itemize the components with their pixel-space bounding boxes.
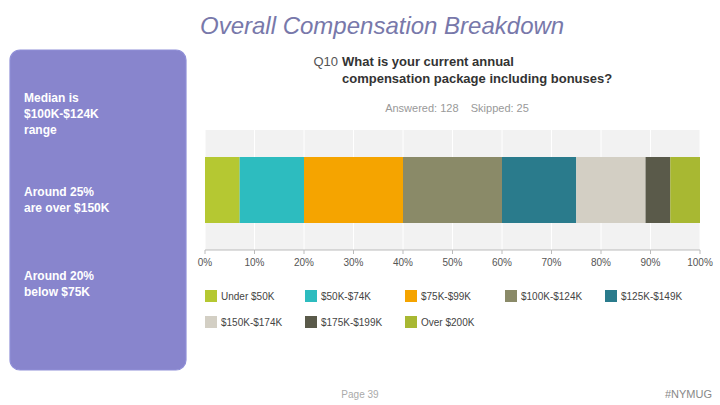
tick-label: 0%	[198, 257, 213, 268]
legend-swatch	[205, 316, 217, 328]
bar-segment	[646, 157, 671, 223]
tick-mark	[403, 250, 404, 254]
legend-label: Over $200K	[421, 317, 475, 328]
bar-segment	[240, 157, 304, 223]
background	[0, 0, 720, 405]
bar-segment	[502, 157, 576, 223]
legend-swatch	[305, 316, 317, 328]
bar-segment	[304, 157, 403, 223]
tick-mark	[254, 250, 255, 254]
tick-mark	[353, 250, 354, 254]
plot-area	[205, 130, 700, 250]
legend-label: $50K-$74K	[321, 291, 371, 302]
legend-label: $175K-$199K	[321, 317, 382, 328]
tick-mark	[452, 250, 453, 254]
tick-mark	[205, 250, 206, 254]
tick-label: 90%	[640, 257, 660, 268]
question-number: Q10	[313, 54, 338, 69]
tick-label: 80%	[591, 257, 611, 268]
hashtag: #NYMUG	[665, 388, 712, 400]
sidebar-note: Around 20%below $75K	[24, 269, 94, 299]
chart: Overall Compensation Breakdown Median is$…	[0, 0, 720, 405]
tick-label: 100%	[687, 257, 713, 268]
legend-swatch	[205, 290, 217, 302]
bar-segment	[403, 157, 502, 223]
legend-label: $75K-$99K	[421, 291, 471, 302]
sidebar	[10, 50, 186, 370]
legend: Under $50K $50K-$74K $75K-$99K $100K-$124K $…	[205, 290, 682, 328]
legend-label: Under $50K	[221, 291, 275, 302]
tick-label: 40%	[393, 257, 413, 268]
question: What is your current annualcompensation …	[342, 54, 612, 86]
tick-mark	[601, 250, 602, 254]
bar-segment	[576, 157, 645, 223]
bars	[205, 157, 700, 223]
legend-swatch	[405, 316, 417, 328]
footnote: Page 39	[341, 389, 379, 400]
bar-segment	[205, 157, 240, 223]
response-count: Answered: 128 Skipped: 25	[385, 102, 529, 114]
legend-label: $100K-$124K	[521, 291, 582, 302]
legend-swatch	[405, 290, 417, 302]
bar-segment	[670, 157, 700, 223]
tick-label: 70%	[541, 257, 561, 268]
legend-swatch	[605, 290, 617, 302]
legend-swatch	[305, 290, 317, 302]
tick-label: 20%	[294, 257, 314, 268]
tick-mark	[551, 250, 552, 254]
legend-swatch	[505, 290, 517, 302]
tick-label: 50%	[442, 257, 462, 268]
tick-label: 60%	[492, 257, 512, 268]
tick-mark	[502, 250, 503, 254]
tick-label: 30%	[343, 257, 363, 268]
sidebar-note: Median is$100K-$124Krange	[24, 91, 99, 137]
tick-mark	[650, 250, 651, 254]
tick-mark	[700, 250, 701, 254]
tick-label: 10%	[244, 257, 264, 268]
title: Overall Compensation Breakdown	[200, 12, 564, 39]
tick-mark	[304, 250, 305, 254]
sidebar-note: Around 25%are over $150K	[24, 185, 110, 215]
legend-label: $150K-$174K	[221, 317, 282, 328]
legend-label: $125K-$149K	[621, 291, 682, 302]
